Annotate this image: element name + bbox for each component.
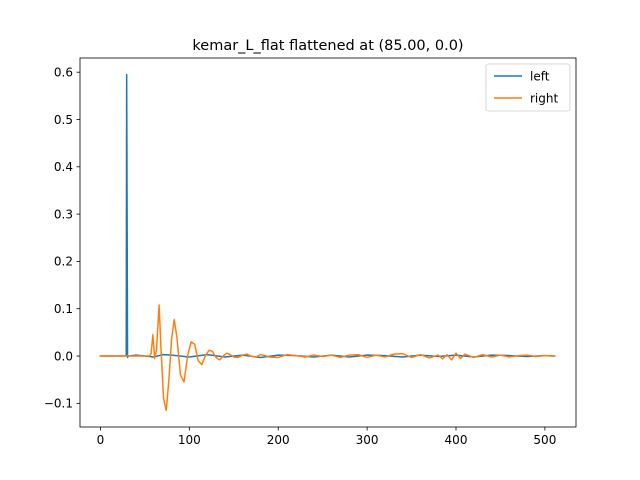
series-line-right (99, 304, 556, 412)
legend-label-right: right (530, 91, 558, 105)
y-tick-label: 0.0 (54, 349, 73, 363)
legend: left right (485, 63, 571, 112)
y-tick-label: 0.6 (54, 65, 73, 79)
x-tick-label: 0 (97, 433, 105, 447)
y-tick-label: 0.3 (54, 207, 73, 221)
x-axis: 0 100 200 300 400 500 (97, 427, 556, 447)
x-tick-label: 500 (533, 433, 556, 447)
x-tick-label: 300 (356, 433, 379, 447)
plot-area (79, 57, 577, 428)
x-tick-label: 400 (445, 433, 468, 447)
x-tick-label: 200 (267, 433, 290, 447)
plot-frame (79, 57, 577, 428)
x-tick-label: 100 (178, 433, 201, 447)
chart-title: kemar_L_flat flattened at (85.00, 0.0) (192, 38, 463, 54)
y-axis: −0.1 0.0 0.1 0.2 0.3 0.4 0.5 0.6 (44, 65, 80, 411)
y-tick-label: −0.1 (44, 397, 73, 411)
legend-label-left: left (530, 69, 550, 83)
y-tick-label: 0.2 (54, 255, 73, 269)
series-layer (99, 73, 556, 412)
y-tick-label: 0.5 (54, 113, 73, 127)
y-tick-label: 0.1 (54, 302, 73, 316)
y-tick-label: 0.4 (54, 160, 73, 174)
